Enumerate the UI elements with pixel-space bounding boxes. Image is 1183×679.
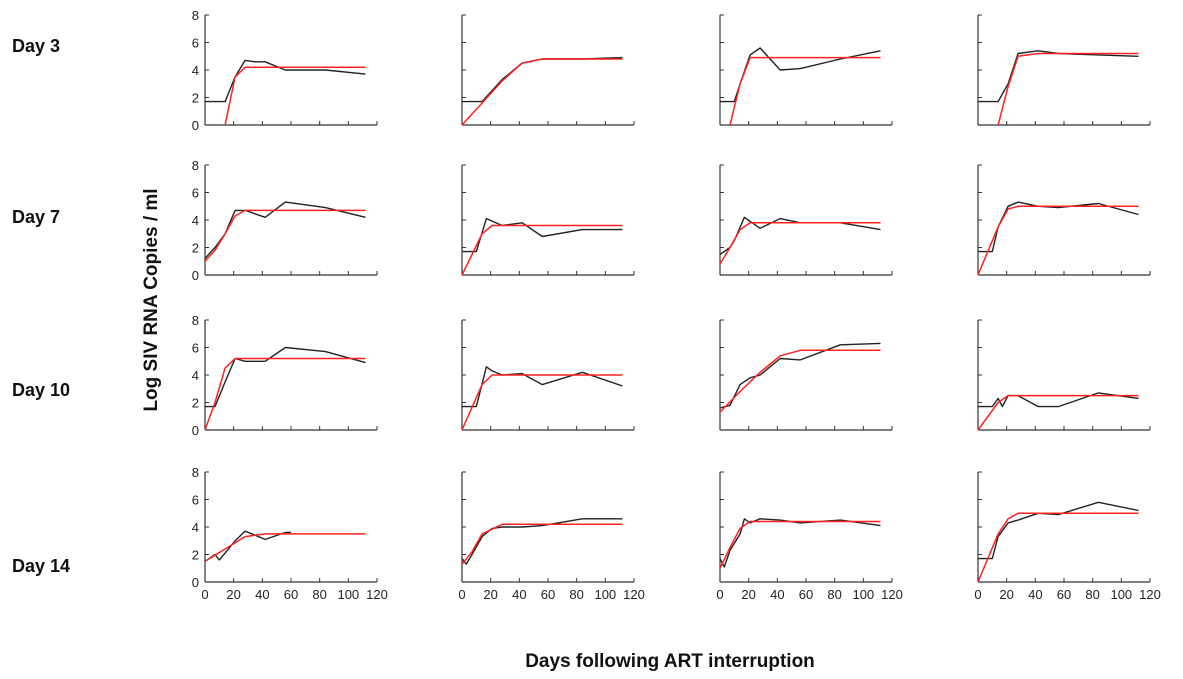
observed-series-line (978, 501, 1139, 560)
fit-series-line (719, 222, 881, 265)
panel-r2-c0: 0 2 4 6 8 (192, 313, 378, 438)
x-tick-label: 40 (255, 587, 269, 602)
x-tick-label: 20 (999, 587, 1013, 602)
x-tick-label: 40 (512, 587, 526, 602)
x-tick-label: 120 (1139, 587, 1161, 602)
y-axis-label: Log SIV RNA Copies / ml (141, 188, 162, 412)
fit-series-line (204, 533, 366, 563)
y-tick-label: 8 (192, 8, 199, 23)
x-tick-label: 120 (881, 587, 903, 602)
panel-r0-c2 (719, 14, 893, 126)
panel-r1-c0: 0 2 4 6 8 (192, 158, 378, 283)
x-tick-label: 20 (226, 587, 240, 602)
x-tick-label: 60 (1057, 587, 1071, 602)
panel-r2-c2 (719, 319, 893, 431)
observed-series-line (462, 217, 623, 253)
x-tick-label: 20 (741, 587, 755, 602)
panel-r2-c3 (977, 319, 1151, 431)
fit-series-line (977, 205, 1139, 276)
panel-r0-c1 (461, 14, 635, 126)
x-tick-label: 100 (337, 587, 359, 602)
x-tick-label: 80 (569, 587, 583, 602)
observed-series-line (719, 342, 881, 409)
observed-series-line (205, 59, 366, 103)
fit-series-line (977, 394, 1139, 431)
observed-series-line (205, 346, 366, 408)
row-label-day-14: Day 14 (12, 556, 71, 576)
fit-series-line (461, 523, 623, 565)
panel-r3-c2: 0 20 40 60 80 100 120 (716, 471, 903, 602)
x-tick-label: 80 (827, 587, 841, 602)
observed-series-line (462, 56, 623, 103)
y-tick-label: 4 (192, 520, 199, 535)
fit-series-line (204, 357, 366, 431)
observed-series-line (978, 201, 1139, 253)
row-label-day-7: Day 7 (12, 207, 61, 227)
fit-series-line (719, 520, 881, 569)
x-tick-label: 100 (1110, 587, 1132, 602)
panel-r0-c3 (977, 14, 1151, 126)
x-tick-label: 0 (974, 587, 981, 602)
panel-r3-c1: 0 20 40 60 80 100 120 (458, 471, 645, 602)
y-tick-label: 6 (192, 341, 199, 356)
x-tick-label: 120 (366, 587, 388, 602)
row-label-day-10: Day 10 (12, 380, 71, 400)
panel-r1-c3 (977, 164, 1151, 276)
observed-series-line (461, 518, 623, 565)
fit-series-line (224, 66, 366, 126)
y-tick-label: 2 (192, 548, 199, 563)
y-tick-label: 8 (192, 313, 199, 328)
x-axis-label: Days following ART interruption (525, 651, 815, 672)
y-tick-label: 8 (192, 158, 199, 173)
x-tick-label: 100 (594, 587, 616, 602)
x-tick-label: 40 (1028, 587, 1042, 602)
panel-r2-c1 (461, 319, 635, 431)
x-tick-label: 0 (201, 587, 208, 602)
x-tick-label: 0 (458, 587, 465, 602)
panel-r0-c0: 0 2 4 6 8 (192, 8, 378, 133)
y-tick-label: 0 (192, 423, 199, 438)
y-tick-label: 0 (192, 575, 199, 590)
panel-r3-c3: 0 20 40 60 80 100 120 (974, 471, 1161, 602)
y-tick-label: 0 (192, 118, 199, 133)
fit-series-line (977, 512, 1139, 583)
observed-series-line (978, 50, 1139, 103)
y-tick-label: 2 (192, 396, 199, 411)
y-tick-label: 4 (192, 368, 199, 383)
y-tick-label: 0 (192, 268, 199, 283)
panel-r1-c1 (461, 164, 635, 276)
panel-r1-c2 (719, 164, 893, 276)
row-label-day-3: Day 3 (12, 36, 61, 56)
x-tick-label: 100 (852, 587, 874, 602)
y-tick-label: 2 (192, 241, 199, 256)
y-tick-label: 8 (192, 465, 199, 480)
y-tick-label: 6 (192, 493, 199, 508)
y-tick-label: 4 (192, 63, 199, 78)
fit-series-line (461, 58, 623, 126)
y-tick-label: 6 (192, 186, 199, 201)
observed-series-line (462, 366, 623, 408)
x-tick-label: 60 (799, 587, 813, 602)
x-tick-label: 60 (541, 587, 555, 602)
x-tick-label: 80 (312, 587, 326, 602)
fit-series-line (729, 56, 881, 126)
x-tick-label: 120 (623, 587, 645, 602)
y-tick-label: 6 (192, 36, 199, 51)
x-tick-label: 80 (1085, 587, 1099, 602)
x-tick-label: 20 (483, 587, 497, 602)
y-tick-label: 2 (192, 91, 199, 106)
y-tick-label: 4 (192, 213, 199, 228)
x-tick-label: 60 (284, 587, 298, 602)
observed-series-line (720, 47, 881, 103)
fit-series-line (997, 52, 1139, 126)
fit-series-line (461, 224, 623, 276)
x-tick-label: 0 (716, 587, 723, 602)
fit-series-line (204, 209, 366, 262)
observed-series-line (204, 530, 291, 562)
fit-series-line (719, 349, 881, 413)
fit-series-line (461, 374, 623, 431)
x-tick-label: 40 (770, 587, 784, 602)
